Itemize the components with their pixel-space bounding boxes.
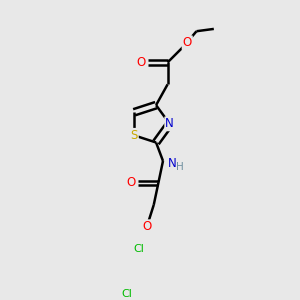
Text: N: N xyxy=(168,157,177,170)
Text: N: N xyxy=(165,117,174,130)
Text: S: S xyxy=(130,129,138,142)
Text: O: O xyxy=(183,36,192,49)
Text: Cl: Cl xyxy=(133,244,144,254)
Text: Cl: Cl xyxy=(122,289,133,298)
Text: O: O xyxy=(126,176,135,189)
Text: O: O xyxy=(142,220,152,233)
Text: H: H xyxy=(176,162,184,172)
Text: O: O xyxy=(136,56,146,69)
